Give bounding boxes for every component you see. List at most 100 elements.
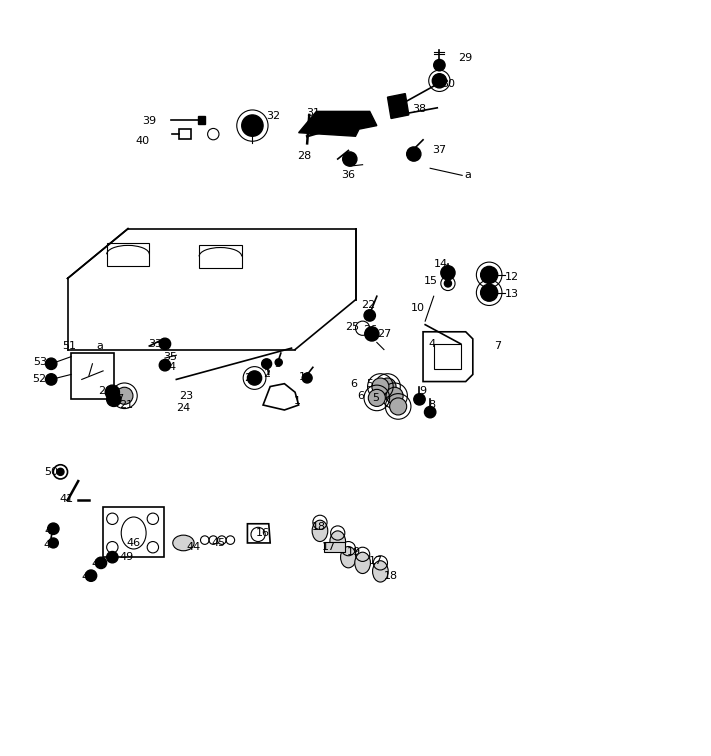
- Circle shape: [159, 360, 171, 371]
- Circle shape: [372, 378, 389, 395]
- Text: 36: 36: [341, 169, 356, 180]
- Text: 16: 16: [256, 528, 270, 538]
- Text: 29: 29: [459, 53, 473, 63]
- Circle shape: [242, 115, 263, 136]
- Circle shape: [364, 310, 375, 321]
- Circle shape: [275, 359, 282, 366]
- Text: 21: 21: [119, 400, 134, 410]
- Circle shape: [481, 284, 498, 301]
- Text: 38: 38: [412, 104, 427, 114]
- Circle shape: [432, 73, 447, 88]
- Bar: [434, 344, 461, 369]
- Circle shape: [95, 557, 107, 569]
- Text: 7: 7: [494, 341, 501, 351]
- Text: 5: 5: [372, 393, 379, 403]
- Ellipse shape: [341, 547, 356, 568]
- Text: 50: 50: [44, 467, 58, 477]
- Text: 53: 53: [33, 358, 48, 367]
- Text: 17: 17: [368, 556, 383, 566]
- Circle shape: [107, 551, 118, 563]
- Circle shape: [57, 468, 64, 476]
- Circle shape: [379, 378, 396, 395]
- Text: 33: 33: [148, 339, 162, 349]
- Text: 8: 8: [429, 400, 436, 410]
- Text: 37: 37: [432, 145, 447, 156]
- Text: 6: 6: [358, 391, 365, 401]
- Text: 13: 13: [505, 289, 519, 299]
- Text: 51: 51: [63, 341, 77, 351]
- Text: 2: 2: [263, 370, 270, 380]
- Text: 44: 44: [186, 542, 201, 552]
- Circle shape: [48, 523, 59, 534]
- Text: 4: 4: [429, 339, 436, 349]
- Circle shape: [262, 359, 272, 369]
- Circle shape: [247, 371, 262, 385]
- Text: 32: 32: [267, 111, 281, 122]
- Text: 30: 30: [441, 79, 455, 89]
- Text: 40: 40: [135, 136, 149, 146]
- Text: 5: 5: [366, 379, 373, 389]
- Text: 28: 28: [297, 151, 311, 161]
- Circle shape: [441, 265, 455, 280]
- Text: 11: 11: [299, 372, 313, 382]
- Bar: [103, 507, 164, 557]
- Text: 10: 10: [411, 303, 425, 313]
- Text: 31: 31: [306, 108, 320, 118]
- Polygon shape: [387, 94, 409, 119]
- Text: 41: 41: [60, 494, 74, 503]
- Text: 27: 27: [110, 395, 124, 404]
- Text: 18: 18: [311, 522, 326, 532]
- Circle shape: [46, 358, 57, 370]
- Circle shape: [481, 266, 498, 284]
- Bar: [71, 353, 114, 399]
- Text: 12: 12: [505, 272, 519, 282]
- Ellipse shape: [312, 520, 328, 541]
- Circle shape: [46, 373, 57, 385]
- Text: a: a: [464, 170, 471, 181]
- Text: 24: 24: [176, 403, 191, 413]
- Bar: [179, 129, 191, 139]
- Ellipse shape: [373, 561, 388, 582]
- Text: 26: 26: [98, 386, 112, 396]
- Circle shape: [105, 385, 119, 399]
- Circle shape: [390, 398, 407, 415]
- Circle shape: [365, 327, 379, 341]
- Ellipse shape: [330, 531, 346, 552]
- Circle shape: [414, 394, 425, 405]
- Text: 15: 15: [424, 276, 438, 286]
- Text: 20: 20: [244, 373, 258, 383]
- Bar: [324, 541, 345, 552]
- Circle shape: [159, 338, 171, 349]
- Text: 19: 19: [347, 547, 361, 557]
- Text: a: a: [96, 341, 103, 351]
- Text: 18: 18: [384, 571, 398, 581]
- Text: 1: 1: [294, 395, 301, 406]
- Text: 35: 35: [164, 352, 178, 361]
- Text: 6: 6: [351, 379, 358, 389]
- Text: 47: 47: [81, 572, 95, 582]
- Text: 48: 48: [91, 559, 105, 569]
- Text: 45: 45: [212, 538, 226, 548]
- Circle shape: [302, 373, 312, 383]
- Circle shape: [85, 570, 97, 581]
- Text: 17: 17: [321, 542, 336, 552]
- Ellipse shape: [355, 552, 370, 574]
- Circle shape: [368, 389, 385, 407]
- Circle shape: [107, 392, 121, 407]
- Bar: [199, 245, 242, 268]
- Text: 23: 23: [179, 391, 193, 401]
- Circle shape: [386, 387, 403, 404]
- Text: 27: 27: [377, 329, 391, 339]
- Text: 42: 42: [43, 540, 58, 550]
- Text: 3: 3: [274, 359, 281, 369]
- Text: 49: 49: [119, 552, 134, 562]
- Text: 46: 46: [127, 538, 141, 548]
- Circle shape: [424, 407, 436, 418]
- Text: 43: 43: [45, 526, 59, 536]
- Circle shape: [343, 152, 357, 166]
- Circle shape: [434, 60, 445, 71]
- Circle shape: [444, 280, 451, 287]
- Text: 52: 52: [32, 374, 46, 384]
- Polygon shape: [299, 111, 377, 136]
- Text: 34: 34: [162, 362, 176, 373]
